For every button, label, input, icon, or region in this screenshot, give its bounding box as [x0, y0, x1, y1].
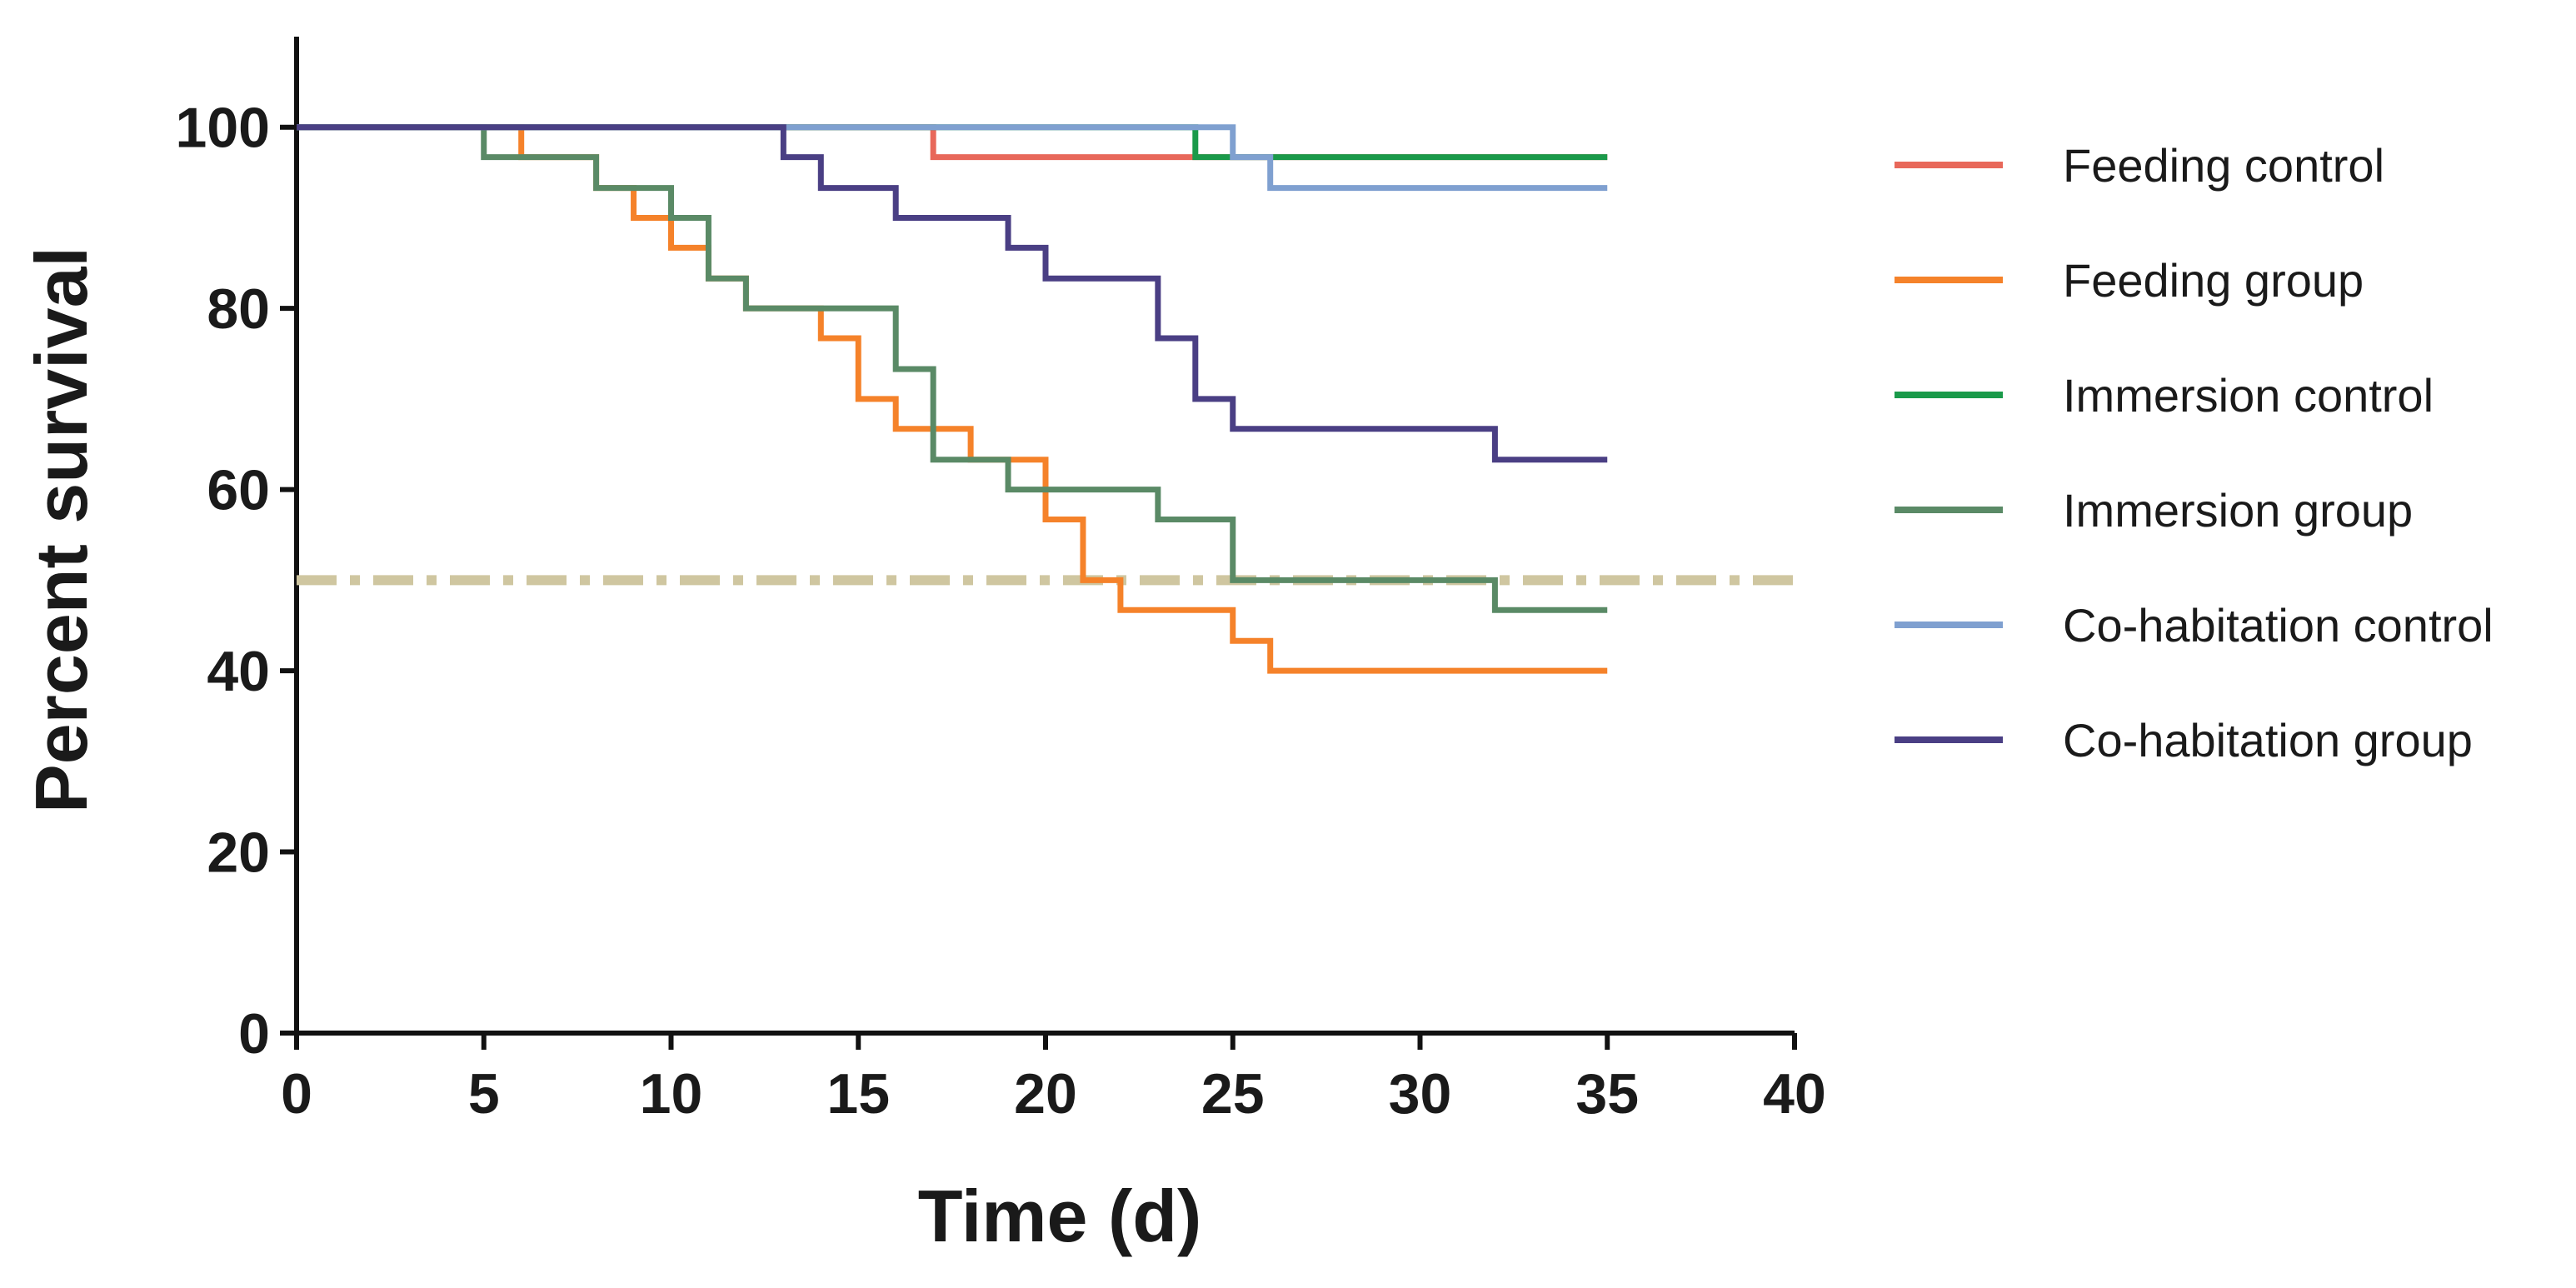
x-tick-label: 10: [640, 1062, 703, 1126]
y-tick-label: 20: [207, 821, 270, 885]
x-tick-label: 40: [1763, 1062, 1826, 1126]
y-tick-label: 0: [238, 1002, 270, 1066]
y-tick-label: 60: [207, 459, 270, 522]
survival-line: [297, 124, 1608, 192]
x-tick-label: 35: [1575, 1062, 1639, 1126]
y-tick-label: 80: [207, 277, 270, 341]
legend-label: Feeding control: [2063, 139, 2384, 192]
x-tick-label: 25: [1201, 1062, 1265, 1126]
x-tick-label: 15: [826, 1062, 890, 1126]
survival-line: [297, 124, 1608, 613]
survival-line: [297, 124, 1608, 161]
y-tick-label: 40: [207, 640, 270, 703]
survival-line: [297, 124, 1608, 674]
survival-line: [297, 124, 1608, 161]
y-tick-label: 100: [176, 97, 270, 160]
legend-label: Co-habitation group: [2063, 714, 2473, 766]
legend-label: Co-habitation control: [2063, 599, 2494, 651]
y-axis-title: Percent survival: [20, 247, 102, 813]
x-tick-label: 0: [281, 1062, 312, 1126]
x-tick-label: 20: [1014, 1062, 1077, 1126]
x-tick-label: 30: [1389, 1062, 1452, 1126]
x-tick-label: 5: [468, 1062, 500, 1126]
legend-label: Feeding group: [2063, 254, 2364, 307]
survival-line: [297, 124, 1608, 463]
legend-label: Immersion group: [2063, 484, 2413, 537]
legend-label: Immersion control: [2063, 369, 2434, 422]
x-axis-title: Time (d): [918, 1175, 1202, 1257]
